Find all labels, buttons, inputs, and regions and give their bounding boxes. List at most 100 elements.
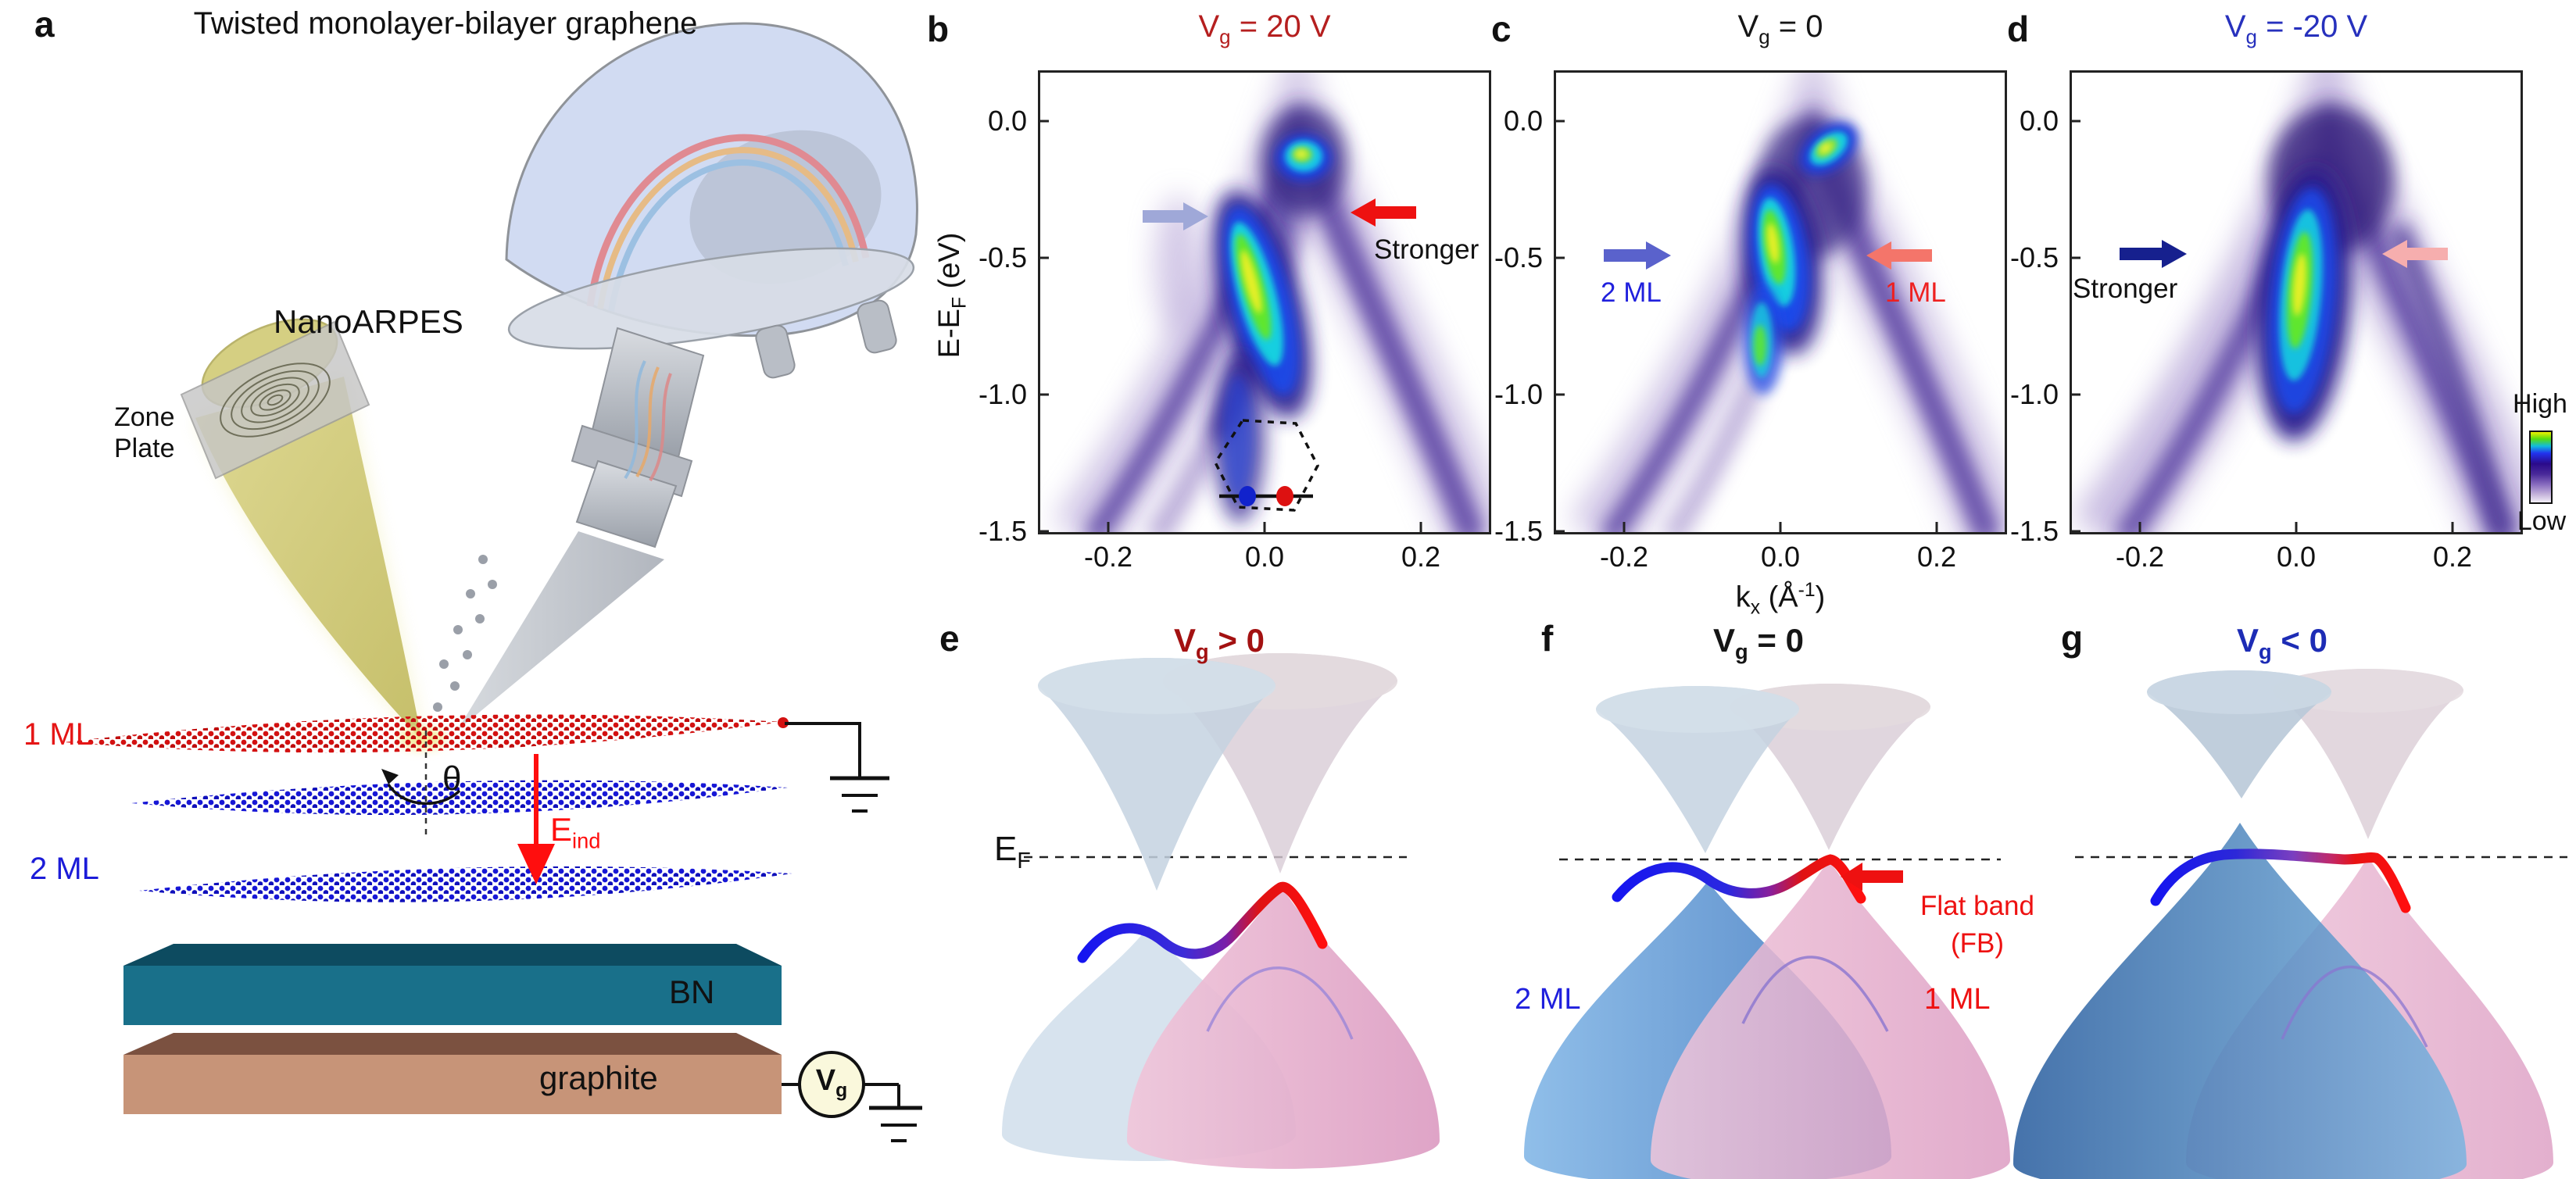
bz-inset (1213, 419, 1319, 512)
gate-voltage-label: Vg (815, 1064, 848, 1102)
dirac-cone-schematics (1002, 653, 2567, 1179)
panel-e-title: Vg > 0 (1174, 622, 1265, 664)
bn-label: BN (669, 974, 715, 1010)
cones-g (2013, 669, 2553, 1179)
hotspot-main-b (1212, 191, 1312, 419)
d-ytick-2: -1.0 (2009, 378, 2059, 410)
c-xtick-0: -0.2 (1599, 541, 1649, 573)
zone-plate (180, 320, 370, 480)
gate-circuit (782, 1051, 922, 1142)
electron-trajectory-red-arc (586, 134, 870, 307)
electron-lens-column (433, 327, 705, 731)
d-ytick-0: 0.0 (2019, 105, 2059, 137)
b-ytick-2: -1.0 (978, 378, 1027, 410)
d-xtick-1: 0.0 (2276, 541, 2317, 573)
d-xtick-2: 0.2 (2432, 541, 2473, 573)
induced-field-label: Eind (550, 811, 601, 853)
nanoarpes-label: NanoARPES (274, 303, 463, 340)
panel-a-label: a (34, 4, 55, 45)
arpes-spectrum-c (1554, 70, 2007, 534)
zone-plate-label: Zone Plate (114, 402, 175, 464)
colorbar-high-label: High (2513, 389, 2567, 419)
panel-g-label: g (2061, 618, 2084, 659)
spectra-x-axis-label: kx (Å-1) (1735, 580, 1826, 619)
nanoarpes-setup-illustration (64, 22, 922, 1142)
monolayer-graphene-sheet (64, 714, 783, 753)
photoelectron-dots (433, 555, 497, 712)
cones-f (1524, 684, 2010, 1179)
stronger-label-d: Stronger (2073, 273, 2178, 304)
bilayer-label: 2 ML (30, 852, 99, 886)
flat-band-curve-e (1077, 881, 1328, 963)
graphite-slab (123, 1033, 782, 1114)
panel-e-label: e (939, 618, 960, 659)
bn-slab (123, 944, 782, 1025)
stronger-label-b: Stronger (1374, 234, 1479, 265)
arrow-2ml-c (1604, 241, 1671, 270)
arrow-1ml-c (1866, 241, 1932, 270)
panel-b-title: Vg = 20 V (1198, 9, 1331, 48)
arpes-spectrum-b (1038, 70, 1491, 534)
dome-rim (507, 247, 915, 350)
b-ytick-0: 0.0 (987, 105, 1027, 137)
arrow-1ml-b (1351, 198, 1416, 227)
electron-collection-cone (457, 531, 664, 731)
dome-foot (755, 324, 796, 379)
c-ytick-1: -0.5 (1494, 241, 1543, 273)
panel-f-label: f (1541, 618, 1554, 659)
monolayer-contact-dot (778, 717, 789, 728)
intensity-colorbar (2529, 431, 2553, 504)
panel-c-label: c (1491, 9, 1512, 49)
bilayer-graphene-sheet-bottom (139, 866, 792, 902)
dome-inner-shadow (689, 130, 882, 284)
c-ytick-0: 0.0 (1503, 105, 1543, 137)
flat-band-fb-label: (FB) (1950, 928, 2005, 959)
electron-trajectory-orange-arc (597, 147, 859, 309)
fermi-level-label: EF (994, 830, 1031, 874)
spectra-y-axis-label: E-EF (eV) (933, 232, 971, 359)
twist-angle-marker (381, 731, 461, 840)
k-point-1ml-dot (1276, 486, 1293, 506)
1ml-label-c: 1 ML (1885, 277, 1946, 308)
panel-d-label: d (2007, 9, 2030, 49)
panel-f-title: Vg = 0 (1713, 622, 1804, 664)
colorbar-low-label: Low (2517, 506, 2567, 536)
monolayer-ground-wire (785, 722, 889, 813)
hotspot-flatband-b (1275, 134, 1332, 181)
2ml-label-f: 2 ML (1515, 983, 1581, 1016)
c-xtick-2: 0.2 (1916, 541, 1957, 573)
bilayer-graphene-sheet-top (131, 780, 788, 816)
c-ytick-2: -1.0 (1494, 378, 1543, 410)
flat-band-arrow-f (1841, 863, 1903, 891)
d-ytick-1: -0.5 (2009, 241, 2059, 273)
hotspot-main-d (2256, 168, 2352, 441)
monolayer-label: 1 ML (23, 717, 93, 752)
2ml-label-c: 2 ML (1601, 277, 1662, 308)
panel-c-title: Vg = 0 (1737, 9, 1823, 48)
graphite-label: graphite (539, 1059, 658, 1096)
twist-angle-label: θ (442, 759, 462, 798)
panel-b-label: b (927, 9, 950, 49)
d-xtick-0: -0.2 (2115, 541, 2165, 573)
panel-d-title: Vg = -20 V (2224, 9, 2368, 48)
b-xtick-2: 0.2 (1401, 541, 1441, 573)
induced-field-arrow (517, 754, 555, 884)
analyzer-dome (505, 22, 918, 379)
cones-e (1002, 653, 1440, 1169)
arpes-spectrum-d (2070, 70, 2523, 534)
b-xtick-1: 0.0 (1244, 541, 1285, 573)
1ml-label-f: 1 ML (1924, 983, 1991, 1016)
flat-band-curve-f (1612, 854, 1866, 904)
hotspot-flatband-c (1800, 123, 1858, 174)
arrow-2ml-d (2120, 240, 2187, 268)
b-xtick-0: -0.2 (1083, 541, 1133, 573)
panel-a-title: Twisted monolayer-bilayer graphene (193, 6, 698, 41)
c-xtick-1: 0.0 (1760, 541, 1801, 573)
dome-foot (857, 299, 897, 354)
c-ytick-3: -1.5 (1494, 515, 1543, 547)
arrow-1ml-d (2382, 240, 2448, 268)
panel-g-title: Vg < 0 (2237, 622, 2327, 664)
flat-band-curve-g (2150, 849, 2411, 913)
arrow-2ml-b (1143, 202, 1208, 230)
